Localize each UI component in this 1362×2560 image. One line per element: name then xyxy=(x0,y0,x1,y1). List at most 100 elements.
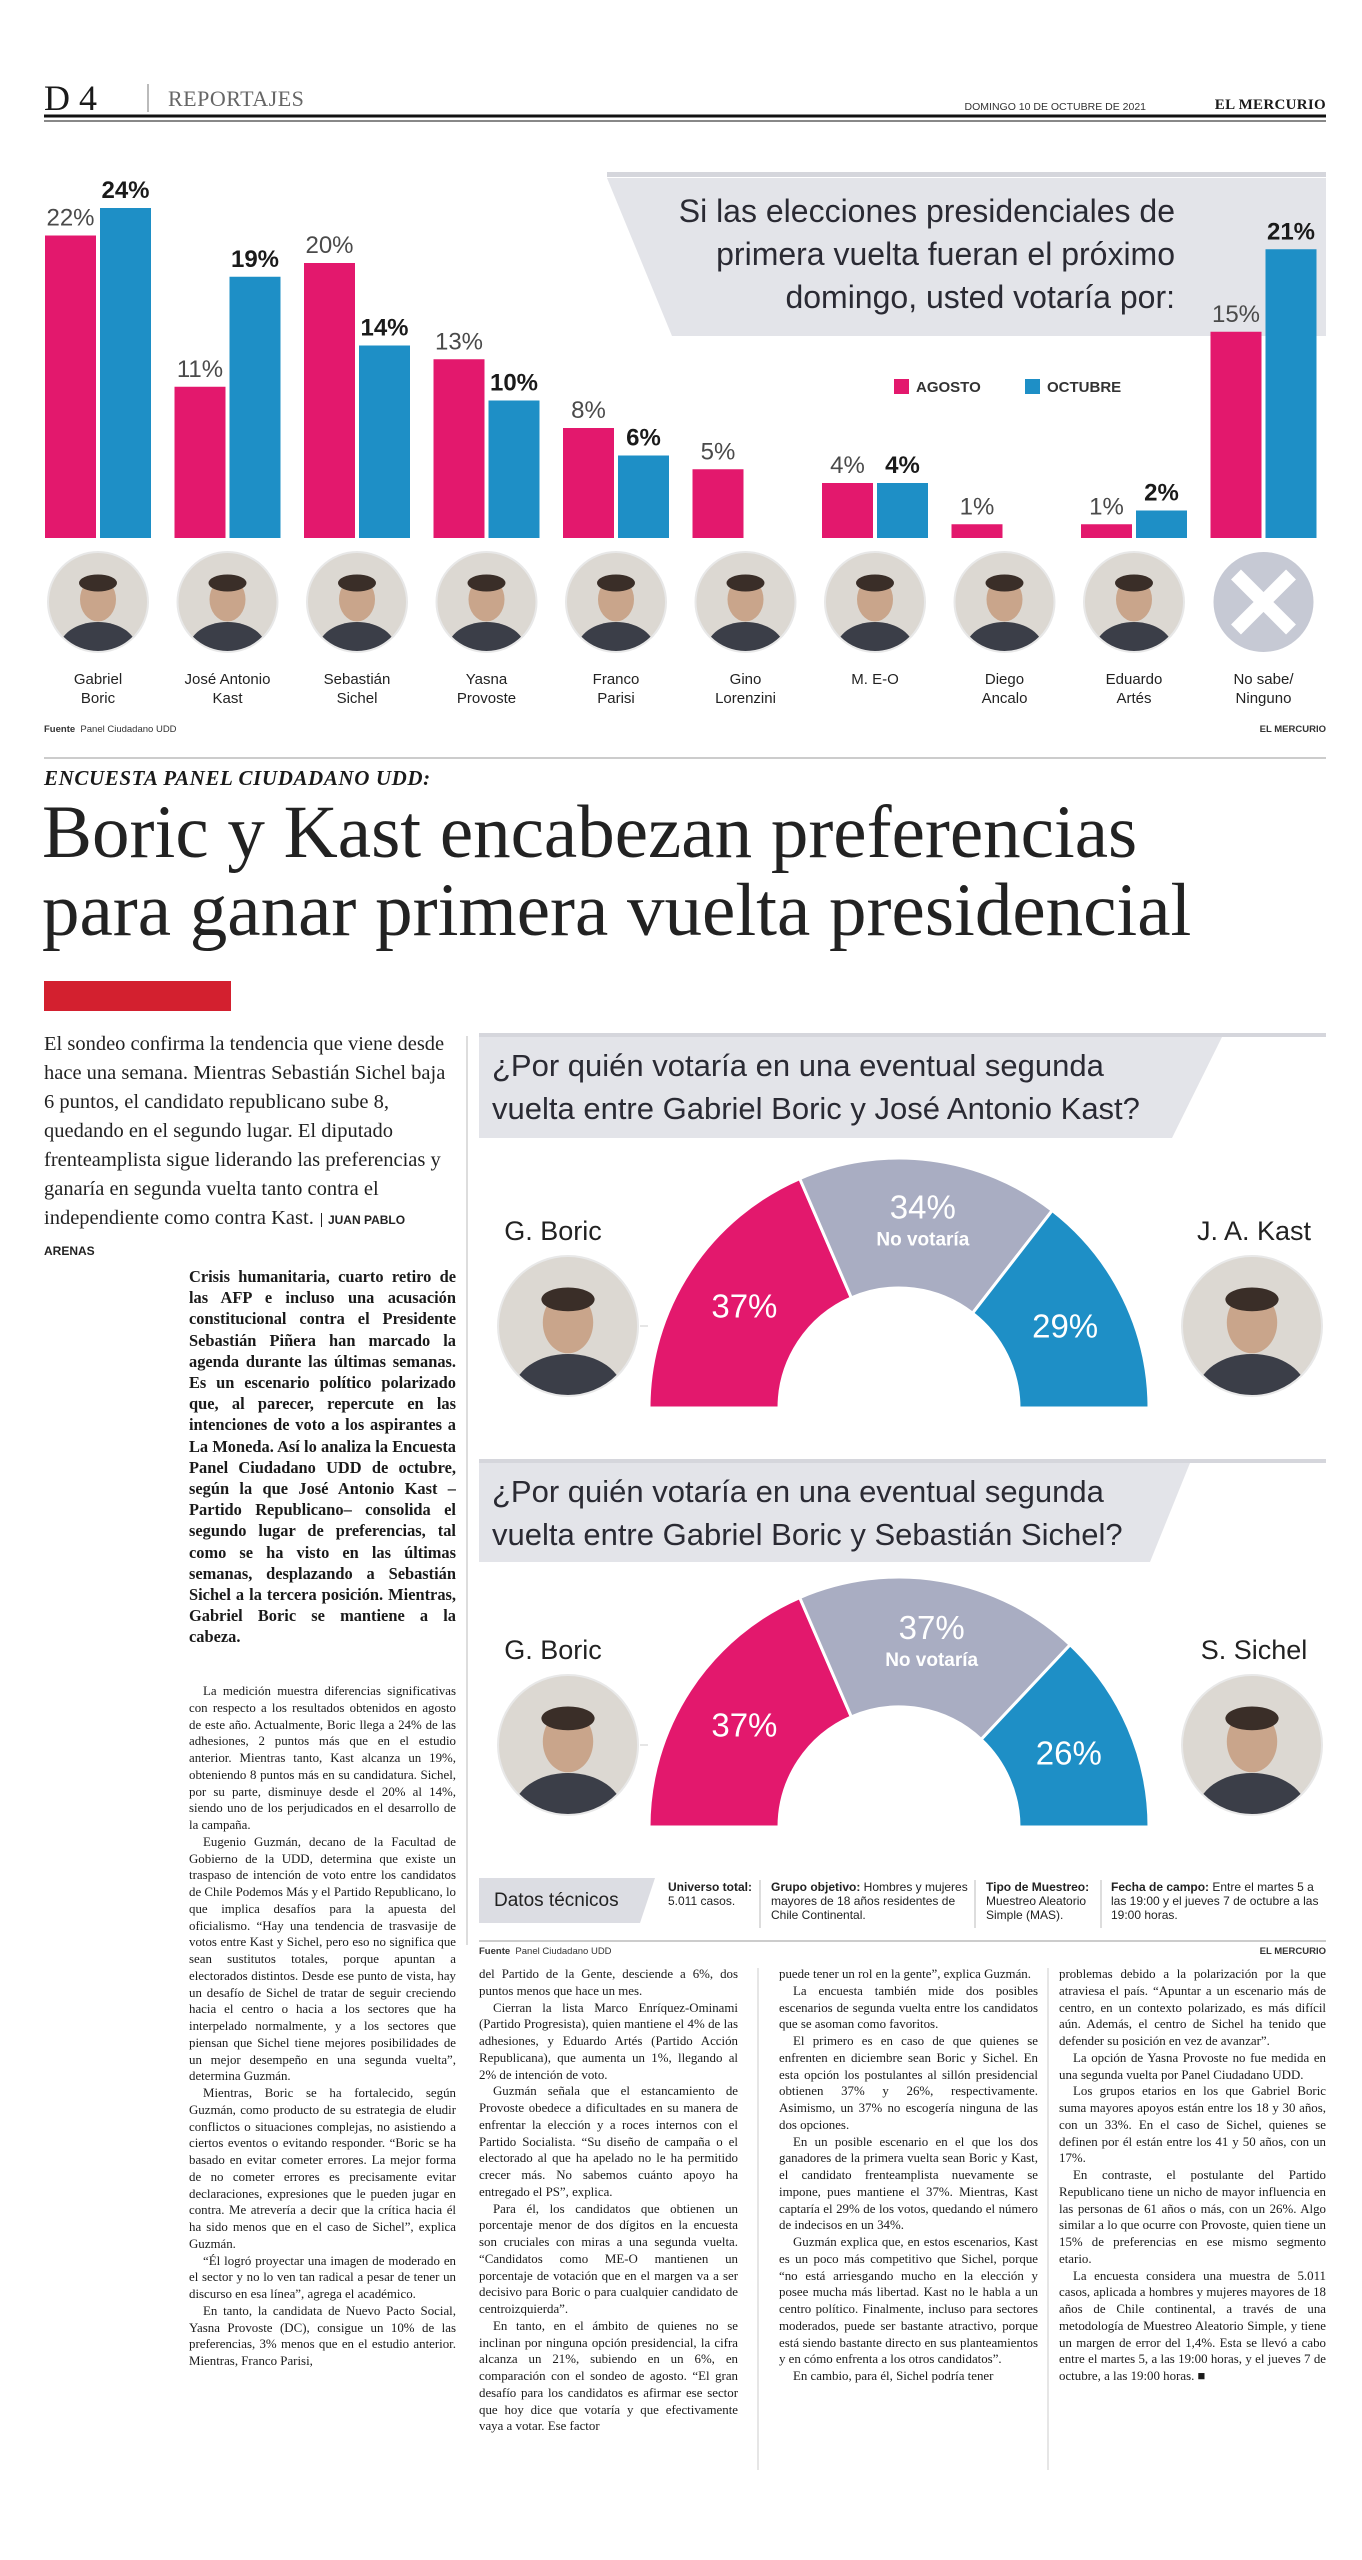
photo-body xyxy=(706,622,785,652)
photo-ring xyxy=(1181,1674,1323,1816)
photo xyxy=(498,1256,638,1396)
photo-hair xyxy=(541,1287,595,1312)
bar xyxy=(563,428,614,538)
red-bar xyxy=(44,981,231,1011)
photo-hair xyxy=(1225,1706,1279,1731)
value-label: 37% xyxy=(711,1706,777,1743)
photo xyxy=(1182,1675,1322,1815)
candidate-label: G. Boric xyxy=(504,1635,602,1665)
legend-label: OCTUBRE xyxy=(1047,379,1121,396)
photo-body xyxy=(577,622,655,652)
value-label: 4% xyxy=(885,452,920,479)
photo-body xyxy=(836,622,914,652)
tech-title: Datos técnicos xyxy=(494,1890,619,1911)
category-label: Diego Ancalo xyxy=(981,671,1028,707)
source: Fuente Panel Ciudadano UDD xyxy=(479,1946,612,1957)
question-rule xyxy=(479,1459,1326,1463)
photo-body xyxy=(447,622,526,652)
donut-segment xyxy=(797,1156,1055,1316)
question-rule xyxy=(479,1033,1326,1037)
text-column: problemas debido a la polarización por l… xyxy=(1059,1966,1326,2472)
category-label: José Antonio Kast xyxy=(184,671,271,707)
question: ¿Por quién votaría en una eventual segun… xyxy=(492,1474,1123,1552)
photo-hair xyxy=(726,574,765,592)
paragraph: Eugenio Guzmán, decano de la Facultad de… xyxy=(189,1834,456,2084)
text-column: La medición muestra diferencias signific… xyxy=(189,1683,456,2471)
tech-text: Entre el martes 5 a las 19:00 y el jueve… xyxy=(1111,1880,1319,1922)
value-label: 8% xyxy=(571,397,606,424)
category-label: Franco Parisi xyxy=(592,671,640,707)
donut-segment xyxy=(647,1595,854,1829)
paragraph: La encuesta también mide dos posibles es… xyxy=(779,1983,1038,2032)
tech-text: 5.011 casos. xyxy=(668,1894,736,1908)
photo xyxy=(954,552,1055,652)
photo-body xyxy=(513,1354,623,1396)
photo-body xyxy=(318,622,396,652)
bar xyxy=(304,263,355,538)
value-label: 37% xyxy=(899,1609,965,1646)
tech-item: Grupo objetivo: Hombres y mujeres mayore… xyxy=(771,1880,971,1922)
text-column: del Partido de la Gente, desciende a 6%,… xyxy=(479,1966,738,2472)
photo-hair xyxy=(597,574,635,592)
photo xyxy=(695,552,796,652)
bar xyxy=(692,469,744,538)
category-label: No sabe/ Ninguno xyxy=(1233,671,1294,707)
tech-item: Fecha de campo: Entre el martes 5 a las … xyxy=(1111,1880,1323,1922)
section-name: REPORTAJES xyxy=(168,86,305,111)
source-text: Panel Ciudadano UDD xyxy=(515,1946,612,1957)
lead-text: El sondeo confirma la tendencia que vien… xyxy=(44,1033,446,1229)
photo xyxy=(436,552,537,652)
source-label: Fuente xyxy=(44,724,76,735)
paragraph: Los grupos etarios en los que Gabriel Bo… xyxy=(1059,2084,1326,2166)
source-text: Panel Ciudadano UDD xyxy=(80,724,177,735)
value-label: 19% xyxy=(231,246,279,273)
photo xyxy=(1182,1256,1322,1396)
paragraph: En cambio, para él, Sichel podría tener xyxy=(793,2369,994,2383)
photo xyxy=(566,552,666,652)
paragraph: Cierran la lista Marco Enríquez-Ominami … xyxy=(479,2000,738,2082)
title-rule xyxy=(607,172,1326,177)
donut-segment xyxy=(797,1575,1073,1742)
category-label: Sebastián Sichel xyxy=(323,671,391,707)
value-label: 26% xyxy=(1036,1735,1102,1772)
category-label: Yasna Provoste xyxy=(456,671,517,707)
photo-ring xyxy=(306,551,408,653)
photo-ring xyxy=(497,1674,639,1816)
photo-hair xyxy=(1115,574,1153,592)
photo-body xyxy=(188,622,267,652)
paragraph: Guzmán señala que el estancamiento de Pr… xyxy=(479,2084,738,2199)
page-number: D 4 xyxy=(44,78,97,118)
lead: El sondeo confirma la tendencia que vien… xyxy=(44,1030,456,1266)
photo-ring xyxy=(1083,551,1185,653)
bar xyxy=(1081,524,1132,538)
value-label: 13% xyxy=(435,328,483,355)
paragraph: Para él, los candidatos que obtienen un … xyxy=(479,2201,738,2317)
value-label: 1% xyxy=(960,493,995,520)
paragraph: La medición muestra diferencias signific… xyxy=(189,1684,456,1832)
bar xyxy=(822,483,873,538)
value-label: 6% xyxy=(626,425,661,452)
value-label: 5% xyxy=(701,438,736,465)
photo-ring xyxy=(565,551,667,653)
value-label: 24% xyxy=(101,177,149,204)
bar xyxy=(951,524,1003,538)
bar xyxy=(618,455,669,538)
source-credit: EL MERCURIO xyxy=(1259,724,1326,735)
value-label: 1% xyxy=(1089,493,1124,520)
photo-ring xyxy=(176,551,279,653)
intro: Crisis humanitaria, cuarto retiro de las… xyxy=(189,1267,456,1647)
photo-body xyxy=(1095,622,1173,652)
photo-ring xyxy=(824,551,926,653)
paragraph: del Partido de la Gente, desciende a 6%,… xyxy=(479,1967,738,1998)
paragraph: En tanto, la candidata de Nuevo Pacto So… xyxy=(189,2303,456,2368)
legend-swatch xyxy=(894,379,909,394)
cross xyxy=(1231,569,1296,635)
value-label: 20% xyxy=(305,232,353,259)
bar xyxy=(229,276,281,538)
photo-ring xyxy=(694,551,797,653)
tech-box xyxy=(479,1878,655,1923)
category-label: Gino Lorenzini xyxy=(715,671,776,707)
paragraph: El primero es en caso de que quienes se … xyxy=(779,2034,1038,2132)
